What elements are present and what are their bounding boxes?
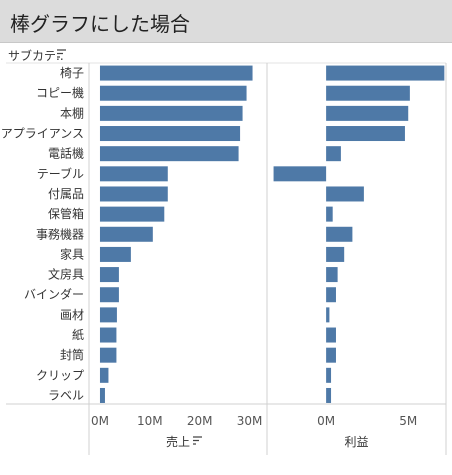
bar [326,65,445,81]
bar [326,246,345,262]
bar [99,105,243,121]
bar [326,105,409,121]
chart-title: 棒グラフにした場合 [10,12,190,36]
bar [99,387,105,403]
bar [99,166,168,182]
bar [326,186,364,202]
bar [99,246,131,262]
category-label: バインダー [24,287,84,302]
bar [99,226,153,242]
category-label: ラベル [48,388,84,402]
bar [99,287,119,303]
title-bar: 棒グラフにした場合 [0,0,452,43]
bar [99,186,168,202]
category-label: 椅子 [60,66,84,80]
bar [326,206,333,222]
category-label: 電話機 [48,146,84,161]
bar [99,307,117,323]
category-label: テーブル [37,166,84,181]
category-label: 封筒 [60,347,84,362]
bar [99,126,241,142]
bars-group [99,65,445,403]
category-label: 画材 [60,308,84,322]
bar [99,146,239,162]
bar [326,347,336,363]
bar [99,347,117,363]
bar [99,327,117,343]
tick-labels: 0M 10M 20M 30M 0M 5M [91,414,417,428]
bar [99,206,165,222]
bar [99,85,247,101]
bar [326,287,336,303]
bar [326,367,332,383]
bar [326,146,341,162]
tick-label: 30M [237,414,263,428]
bar [273,166,327,182]
category-labels: 椅子コピー機本棚アプライアンス電話機テーブル付属品保管箱事務機器家具文房具バイン… [1,66,84,402]
bar [326,387,332,403]
axis-title: 利益 [344,435,368,449]
row-header: サブカテ.. [8,48,64,63]
tick-label: 5M [399,414,417,428]
category-label: 家具 [60,246,84,261]
chart-frame [6,62,447,455]
headers: サブカテ.. 売上 利益 [8,48,369,449]
category-label: 付属品 [48,187,84,201]
bar [326,126,405,142]
category-label: コピー機 [36,85,84,100]
bar [99,65,253,81]
bar [99,267,119,283]
sort-icon [193,436,202,445]
tick-label: 0M [91,414,109,428]
bar [326,226,353,242]
category-label: 本棚 [60,105,84,120]
category-label: アプライアンス [1,127,84,141]
tick-label: 20M [187,414,213,428]
bar [326,327,336,343]
category-label: クリップ [36,368,84,382]
category-label: 保管箱 [48,206,84,221]
sort-icon [57,49,66,58]
category-label: 事務機器 [36,226,84,241]
tick-label: 10M [137,414,163,428]
bar [326,267,338,283]
bar [326,307,330,323]
category-label: 文房具 [48,267,84,282]
bar [326,85,410,101]
bar [99,367,109,383]
tick-label: 0M [317,414,335,428]
category-label: 紙 [72,327,84,342]
axis-title: 売上 [166,434,190,449]
